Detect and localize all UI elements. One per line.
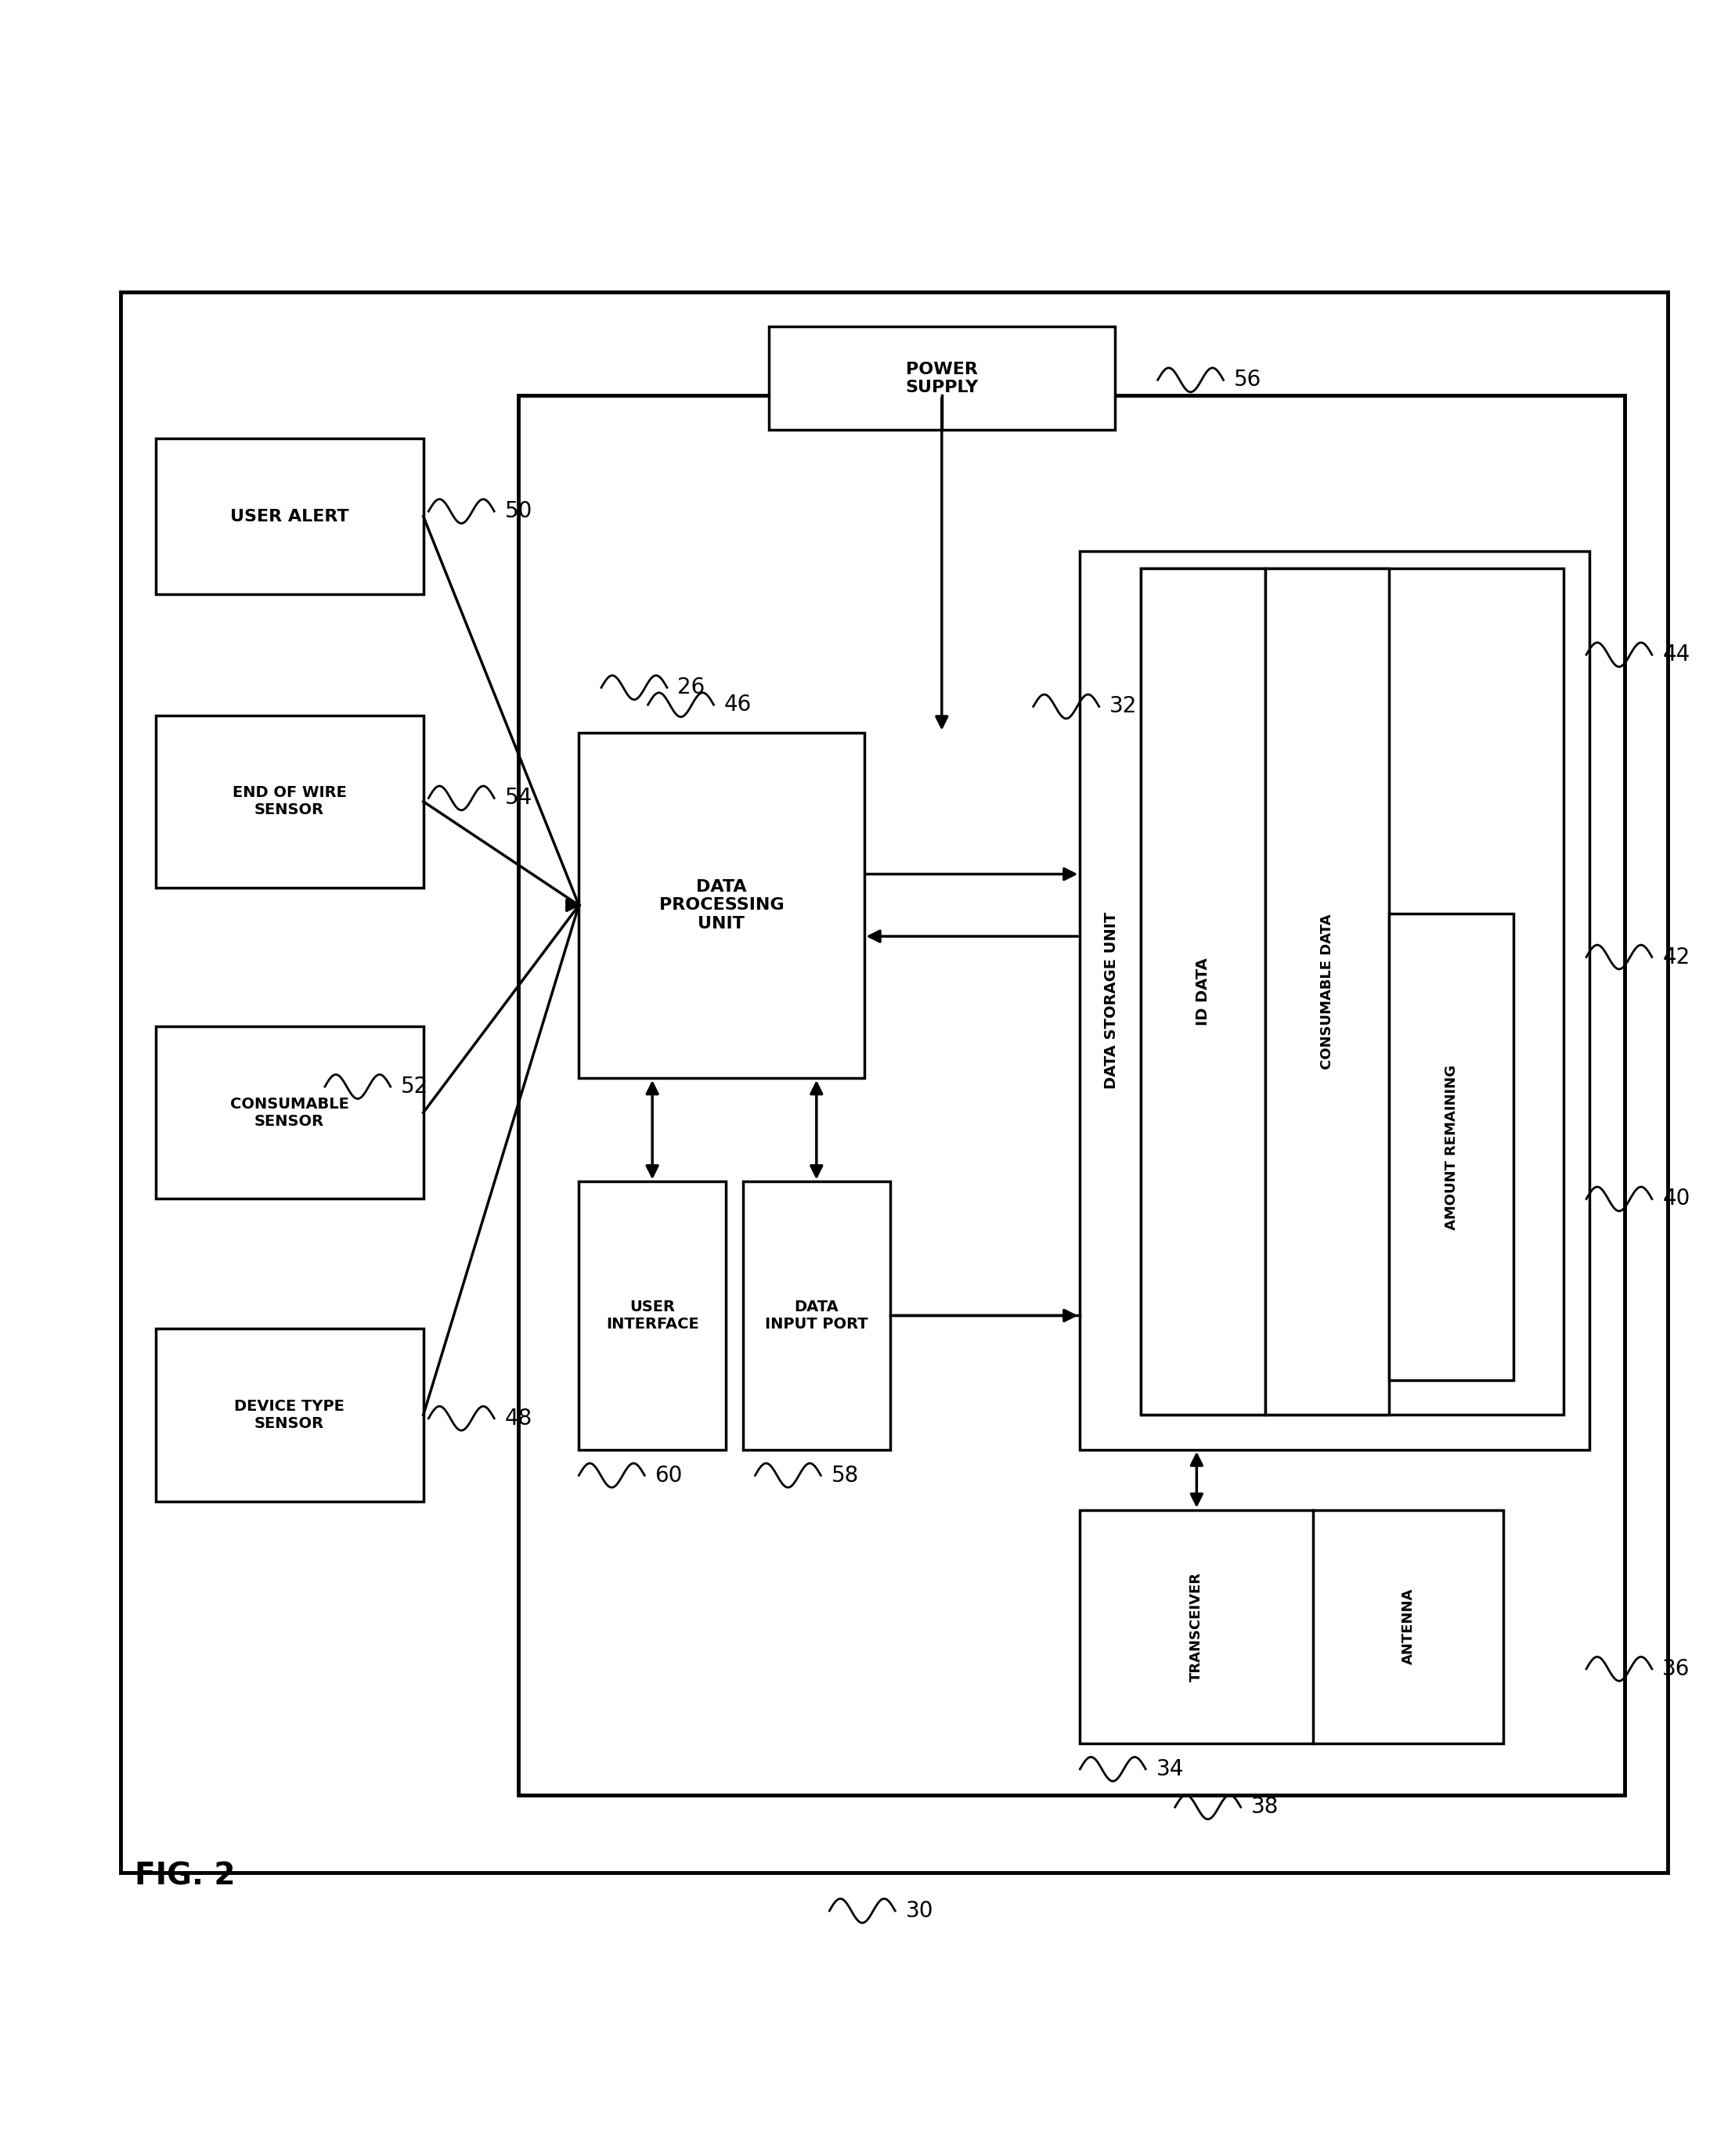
Text: 36: 36 — [1662, 1658, 1690, 1680]
Text: 56: 56 — [1234, 369, 1261, 390]
Text: 52: 52 — [401, 1076, 429, 1097]
FancyBboxPatch shape — [518, 395, 1624, 1796]
Text: TRANSCEIVER: TRANSCEIVER — [1189, 1572, 1204, 1682]
Text: 54: 54 — [505, 787, 532, 808]
Text: USER ALERT: USER ALERT — [230, 509, 349, 524]
FancyBboxPatch shape — [1140, 569, 1265, 1414]
Text: ID DATA: ID DATA — [1196, 957, 1210, 1026]
Text: 32: 32 — [1109, 696, 1137, 718]
FancyBboxPatch shape — [156, 716, 423, 888]
FancyBboxPatch shape — [156, 1026, 423, 1199]
Text: END OF WIRE
SENSOR: END OF WIRE SENSOR — [232, 785, 347, 817]
FancyBboxPatch shape — [156, 438, 423, 595]
FancyBboxPatch shape — [1140, 569, 1564, 1414]
Text: AMOUNT REMAINING: AMOUNT REMAINING — [1445, 1065, 1458, 1229]
Text: 26: 26 — [677, 677, 705, 699]
Text: 58: 58 — [831, 1464, 859, 1485]
Text: USER
INTERFACE: USER INTERFACE — [607, 1300, 698, 1332]
Text: DEVICE TYPE
SENSOR: DEVICE TYPE SENSOR — [235, 1399, 344, 1432]
Text: 50: 50 — [505, 500, 532, 522]
Text: 38: 38 — [1251, 1796, 1279, 1818]
Text: 46: 46 — [724, 694, 752, 716]
Text: CONSUMABLE DATA: CONSUMABLE DATA — [1320, 914, 1334, 1069]
Text: 40: 40 — [1662, 1188, 1690, 1210]
Text: DATA
PROCESSING
UNIT: DATA PROCESSING UNIT — [658, 880, 785, 931]
FancyBboxPatch shape — [579, 733, 864, 1078]
FancyBboxPatch shape — [743, 1181, 890, 1449]
FancyBboxPatch shape — [1080, 552, 1590, 1449]
Text: DATA
INPUT PORT: DATA INPUT PORT — [766, 1300, 867, 1332]
Text: 34: 34 — [1156, 1757, 1184, 1781]
FancyBboxPatch shape — [1389, 914, 1514, 1380]
FancyBboxPatch shape — [769, 326, 1115, 429]
Text: DATA STORAGE UNIT: DATA STORAGE UNIT — [1104, 912, 1118, 1089]
Text: ANTENNA: ANTENNA — [1401, 1589, 1415, 1664]
Text: 48: 48 — [505, 1408, 532, 1429]
Text: 42: 42 — [1662, 946, 1690, 968]
FancyBboxPatch shape — [1080, 1509, 1503, 1744]
Text: FIG. 2: FIG. 2 — [135, 1861, 235, 1891]
Text: 60: 60 — [655, 1464, 683, 1485]
FancyBboxPatch shape — [121, 291, 1668, 1874]
Text: POWER
SUPPLY: POWER SUPPLY — [905, 362, 978, 395]
Text: CONSUMABLE
SENSOR: CONSUMABLE SENSOR — [230, 1097, 349, 1128]
Text: 44: 44 — [1662, 645, 1690, 666]
FancyBboxPatch shape — [1265, 569, 1389, 1414]
FancyBboxPatch shape — [579, 1181, 726, 1449]
FancyBboxPatch shape — [156, 1328, 423, 1501]
Text: 30: 30 — [905, 1899, 933, 1921]
